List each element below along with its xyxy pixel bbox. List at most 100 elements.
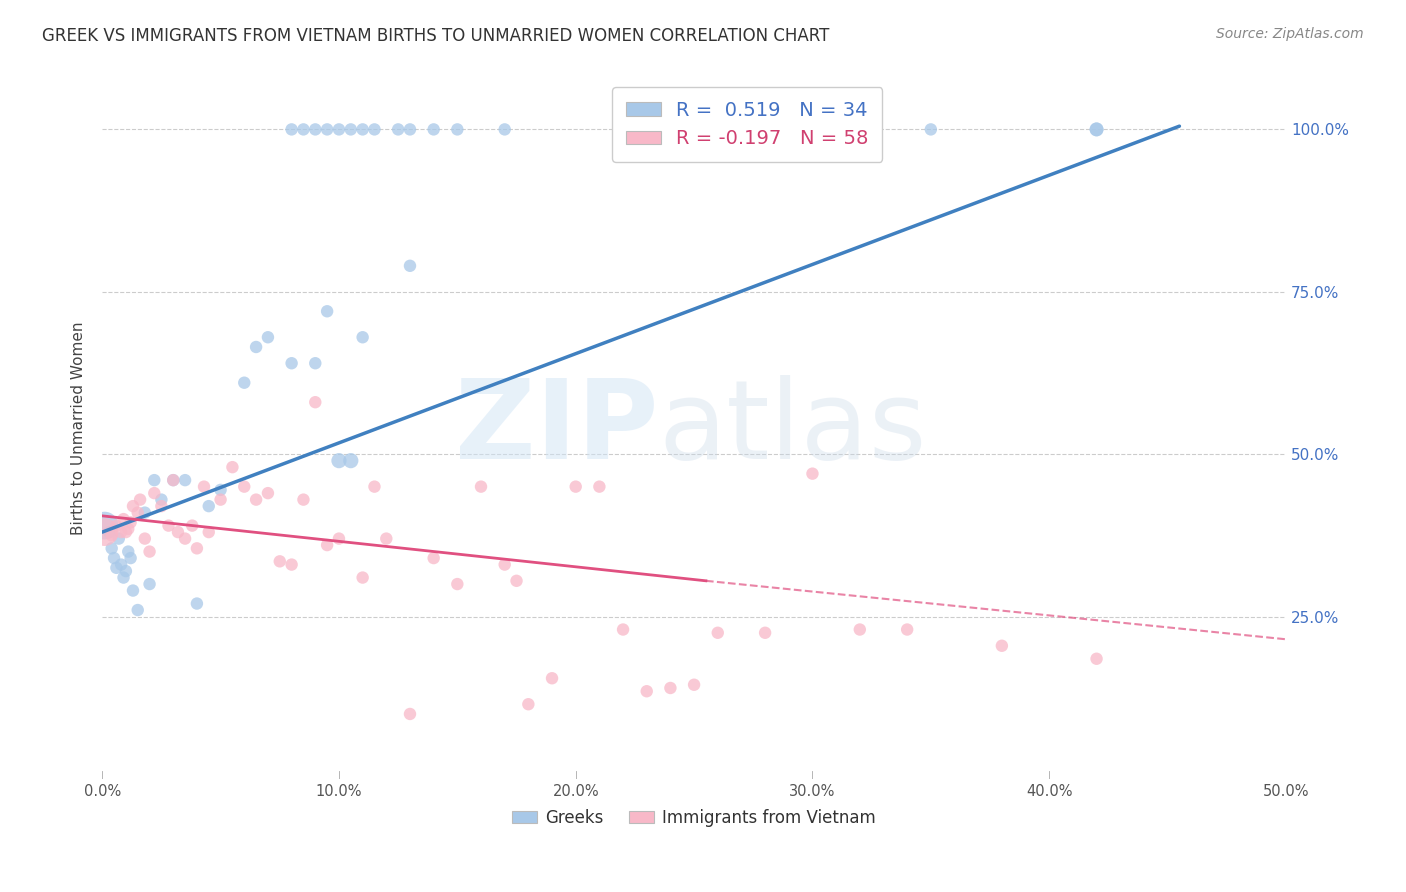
Point: [209, 483, 232, 497]
Point: [304, 122, 326, 136]
Point: [209, 492, 232, 507]
Point: [174, 532, 197, 546]
Text: GREEK VS IMMIGRANTS FROM VIETNAM BIRTHS TO UNMARRIED WOMEN CORRELATION CHART: GREEK VS IMMIGRANTS FROM VIETNAM BIRTHS …: [42, 27, 830, 45]
Point: [107, 532, 129, 546]
Point: [754, 625, 776, 640]
Point: [304, 395, 326, 409]
Point: [340, 122, 363, 136]
Point: [352, 570, 374, 584]
Point: [122, 583, 145, 598]
Point: [157, 518, 180, 533]
Point: [127, 603, 149, 617]
Point: [115, 564, 138, 578]
Point: [150, 492, 173, 507]
Point: [328, 453, 350, 467]
Point: [1085, 652, 1108, 666]
Point: [422, 122, 444, 136]
Point: [221, 460, 243, 475]
Point: [470, 480, 492, 494]
Point: [541, 671, 564, 685]
Point: [98, 525, 121, 540]
Point: [143, 473, 166, 487]
Point: [588, 480, 610, 494]
Point: [162, 473, 184, 487]
Point: [292, 122, 315, 136]
Point: [446, 122, 468, 136]
Point: [150, 499, 173, 513]
Point: [134, 506, 156, 520]
Point: [564, 480, 586, 494]
Point: [446, 577, 468, 591]
Point: [93, 525, 115, 540]
Point: [197, 499, 219, 513]
Point: [292, 492, 315, 507]
Point: [494, 122, 516, 136]
Legend: Greeks, Immigrants from Vietnam: Greeks, Immigrants from Vietnam: [506, 803, 883, 834]
Point: [280, 122, 302, 136]
Point: [896, 623, 918, 637]
Point: [683, 678, 706, 692]
Point: [143, 486, 166, 500]
Point: [117, 522, 139, 536]
Point: [801, 467, 824, 481]
Point: [1085, 122, 1108, 136]
Point: [280, 356, 302, 370]
Point: [100, 541, 122, 556]
Point: [387, 122, 409, 136]
Point: [193, 480, 215, 494]
Point: [316, 538, 339, 552]
Point: [849, 623, 872, 637]
Point: [129, 492, 152, 507]
Point: [174, 473, 197, 487]
Point: [105, 561, 128, 575]
Point: [167, 525, 190, 540]
Point: [181, 518, 204, 533]
Point: [117, 544, 139, 558]
Point: [197, 525, 219, 540]
Point: [127, 506, 149, 520]
Point: [494, 558, 516, 572]
Point: [706, 625, 728, 640]
Point: [134, 532, 156, 546]
Point: [659, 681, 682, 695]
Point: [991, 639, 1014, 653]
Point: [269, 554, 291, 568]
Point: [162, 473, 184, 487]
Point: [399, 122, 422, 136]
Point: [505, 574, 527, 588]
Point: [1085, 122, 1108, 136]
Point: [112, 512, 135, 526]
Point: [422, 551, 444, 566]
Point: [636, 684, 658, 698]
Point: [100, 528, 122, 542]
Point: [110, 525, 132, 540]
Point: [245, 492, 267, 507]
Point: [280, 558, 302, 572]
Point: [112, 570, 135, 584]
Point: [110, 558, 132, 572]
Text: ZIP: ZIP: [456, 375, 658, 482]
Point: [186, 597, 208, 611]
Point: [328, 122, 350, 136]
Point: [138, 577, 160, 591]
Point: [352, 122, 374, 136]
Point: [363, 122, 385, 136]
Point: [328, 532, 350, 546]
Point: [517, 697, 540, 711]
Point: [352, 330, 374, 344]
Point: [245, 340, 267, 354]
Text: Source: ZipAtlas.com: Source: ZipAtlas.com: [1216, 27, 1364, 41]
Point: [138, 544, 160, 558]
Point: [120, 516, 142, 530]
Y-axis label: Births to Unmarried Women: Births to Unmarried Women: [72, 321, 86, 535]
Point: [375, 532, 398, 546]
Text: atlas: atlas: [658, 375, 927, 482]
Point: [399, 706, 422, 721]
Point: [120, 551, 142, 566]
Point: [257, 486, 280, 500]
Point: [233, 480, 256, 494]
Point: [122, 499, 145, 513]
Point: [186, 541, 208, 556]
Point: [363, 480, 385, 494]
Point: [316, 122, 339, 136]
